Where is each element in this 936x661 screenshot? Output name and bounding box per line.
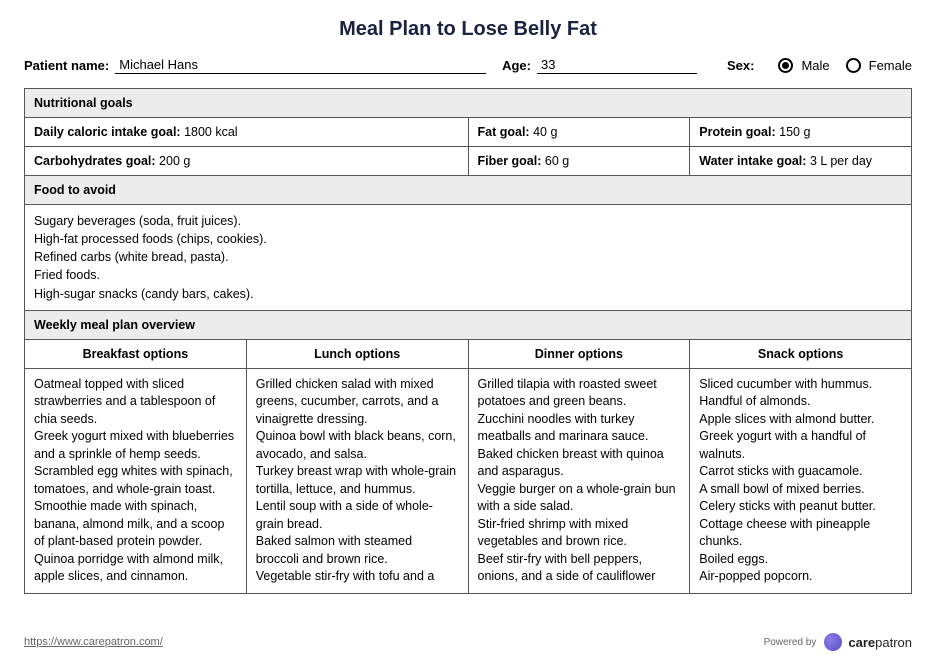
col-breakfast-header: Breakfast options [25,339,247,368]
brand-name: carepatron [848,635,912,650]
meal-plan-table: Nutritional goals Daily caloric intake g… [24,88,912,594]
brand-block: Powered by carepatron [764,633,912,651]
goal-fiber-cell: Fiber goal: 60 g [468,147,690,176]
lunch-options: Grilled chicken salad with mixed greens,… [246,368,468,593]
page-title: Meal Plan to Lose Belly Fat [24,18,912,41]
radio-female[interactable] [846,58,861,73]
age-label: Age: [502,58,531,73]
male-label: Male [801,58,829,73]
powered-by-label: Powered by [764,637,817,648]
patient-name-label: Patient name: [24,58,109,73]
snack-options: Sliced cucumber with hummus.Handful of a… [690,368,912,593]
breakfast-options: Oatmeal topped with sliced strawberries … [25,368,247,593]
footer-url-link[interactable]: https://www.carepatron.com/ [24,636,163,648]
age-field[interactable]: 33 [537,57,697,74]
page-footer: https://www.carepatron.com/ Powered by c… [24,633,912,651]
nutritional-goals-header: Nutritional goals [25,89,912,118]
goal-carbs-cell: Carbohydrates goal: 200 g [25,147,469,176]
patient-info-row: Patient name: Michael Hans Age: 33 Sex: … [24,57,912,74]
sex-label: Sex: [727,58,754,73]
weekly-overview-header: Weekly meal plan overview [25,310,912,339]
col-lunch-header: Lunch options [246,339,468,368]
food-to-avoid-content: Sugary beverages (soda, fruit juices).Hi… [25,205,912,311]
goal-water-cell: Water intake goal: 3 L per day [690,147,912,176]
col-snack-header: Snack options [690,339,912,368]
patient-name-field[interactable]: Michael Hans [115,57,486,74]
female-label: Female [869,58,912,73]
goal-caloric-cell: Daily caloric intake goal: 1800 kcal [25,118,469,147]
goal-protein-cell: Protein goal: 150 g [690,118,912,147]
brand-logo-icon [824,633,842,651]
goal-fat-cell: Fat goal: 40 g [468,118,690,147]
radio-male[interactable] [778,58,793,73]
dinner-options: Grilled tilapia with roasted sweet potat… [468,368,690,593]
food-to-avoid-header: Food to avoid [25,176,912,205]
col-dinner-header: Dinner options [468,339,690,368]
